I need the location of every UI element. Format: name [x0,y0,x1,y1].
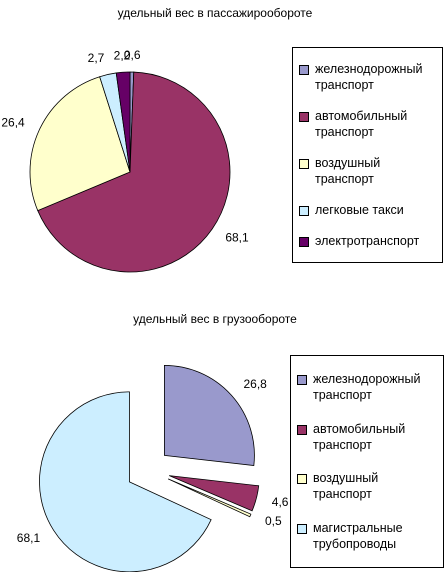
legend-item: легковые такси [297,202,438,218]
legend-label: автомобильный транспорт [315,109,408,140]
legend-label: легковые такси [315,202,404,217]
legend-swatch [299,158,309,169]
legend-label: воздушный транспорт [313,471,379,502]
pie-slice [169,475,260,512]
pie-slice [39,391,212,572]
legend-item: железнодорожный транспорт [297,61,438,93]
legend-label: воздушный транспорт [315,155,381,186]
legend-swatch [299,112,309,123]
legend-item: магистральные трубопроводы [295,520,439,552]
chart-title: удельный вес в грузообороте [133,312,297,326]
legend-item: воздушный транспорт [297,155,438,187]
legend-label: железнодорожный транспорт [313,371,421,402]
legend-item: автомобильный транспорт [297,108,438,140]
pie-slice [37,71,231,273]
legend-item: электротранспорт [297,233,438,249]
legend-swatch [297,374,307,385]
pie-slice [167,478,252,518]
legend-item: воздушный транспорт [295,470,439,502]
data-label: 2,7 [88,51,105,65]
legend-label: магистральные трубопроводы [313,521,403,552]
legend-label: железнодорожный транспорт [315,62,423,93]
data-label: 68,1 [225,230,249,244]
pie-slice [164,364,255,466]
pie-slice [29,76,131,212]
data-label: 68,1 [17,531,41,545]
legend-swatch [297,524,307,535]
data-label: 26,4 [1,115,25,129]
legend-swatch [297,424,307,435]
legend-label: автомобильный транспорт [313,421,406,452]
legend-swatch [299,236,309,247]
legend: железнодорожный транспорт автомобильный т… [292,47,443,263]
pie-slice [115,71,131,173]
chart-title: удельный вес в пассажирообороте [118,6,313,20]
legend-item: железнодорожный транспорт [295,371,439,403]
data-label: 0,6 [124,48,141,62]
legend-item: автомобильный транспорт [295,421,439,453]
legend-swatch [299,65,309,76]
data-label: 4,6 [272,495,289,509]
data-label: 26,8 [243,377,267,391]
legend: железнодорожный транспорт автомобильный т… [290,355,444,568]
data-label: 2,2 [114,48,131,62]
data-label: 0,5 [265,514,282,528]
legend-label: электротранспорт [315,233,420,248]
legend-swatch [297,474,307,485]
legend-swatch [299,205,309,216]
